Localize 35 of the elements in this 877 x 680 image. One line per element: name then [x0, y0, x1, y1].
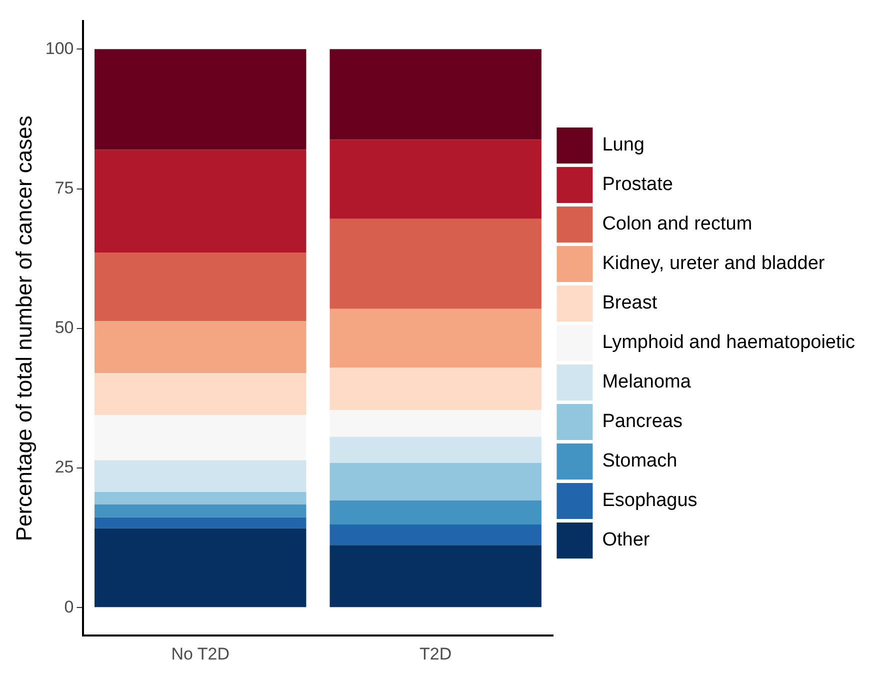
y-axis-title: Percentage of total number of cancer cases: [11, 116, 36, 542]
bar: [330, 500, 542, 524]
legend-label: Breast: [602, 292, 658, 314]
bar: [330, 140, 542, 219]
legend-label: Other: [602, 530, 650, 551]
y-tick-label: 0: [64, 597, 74, 616]
bar: [94, 252, 306, 322]
bar: [330, 524, 542, 546]
legend-label: Stomach: [602, 450, 678, 472]
y-tick-label: 75: [54, 178, 74, 198]
bar: [330, 463, 542, 500]
bar: [330, 308, 542, 368]
x-tick-label: No T2D: [171, 644, 230, 664]
bar: [330, 218, 542, 309]
y-tick-label: 100: [45, 38, 74, 58]
bar: [330, 545, 542, 608]
bar: [330, 49, 542, 140]
legend-label: Pancreas: [602, 411, 682, 432]
x-tick-label: T2D: [420, 644, 452, 664]
bar: [94, 517, 306, 528]
legend-label: Colon and rectum: [602, 214, 752, 235]
legend-label: Prostate: [602, 174, 673, 196]
y-tick-label: 25: [54, 458, 74, 477]
bar: [94, 528, 306, 608]
legend-label: Melanoma: [602, 372, 692, 393]
legend-label: Esophagus: [602, 490, 698, 512]
bar: [94, 49, 306, 150]
legend-label: Lung: [602, 134, 644, 156]
bar: [94, 321, 306, 374]
legend-label: Lymphoid and haematopoietic: [602, 332, 856, 354]
bar: [94, 504, 306, 518]
legend-label: Kidney, ureter and bladder: [602, 253, 826, 274]
bar: [94, 492, 306, 504]
bar: [94, 150, 306, 252]
y-tick-label: 50: [54, 318, 74, 338]
